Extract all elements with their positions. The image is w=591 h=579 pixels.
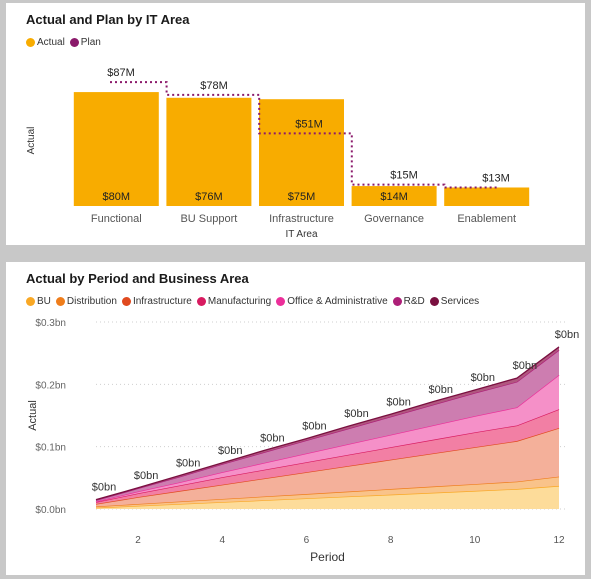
area-y-tick-label: $0.2bn: [35, 380, 66, 391]
bar-x-axis-title: IT Area: [285, 229, 317, 240]
area-total-data-label: $0bn: [218, 445, 242, 457]
plan-data-label: $51M: [295, 118, 323, 130]
plan-data-label: $15M: [390, 170, 418, 182]
area-chart-plot: $0.0bn $0.1bn $0.2bn $0.3bn 2 4 6 8 10 12 Actual Pe…: [27, 318, 579, 564]
legend-label: R&D: [403, 296, 425, 307]
legend-dot: [26, 297, 35, 306]
legend-dot: [196, 297, 206, 306]
area-total-data-label: $0bn: [471, 372, 495, 384]
area-y-axis-title: Actual: [27, 400, 39, 431]
area-total-data-label: $0bn: [260, 432, 284, 444]
legend-item-manufacturing[interactable]: Manufacturing: [196, 296, 272, 307]
plan-step-line: [110, 81, 497, 189]
area-y-tick-label: $0.3bn: [35, 318, 66, 329]
legend-dot: [121, 297, 131, 306]
legend-dot: [55, 297, 65, 306]
area-chart-legend: BU Distribution Infrastructure Manufacturin…: [26, 296, 484, 307]
area-chart-panel: Actual by Period and Business Area BU Dis…: [6, 262, 585, 575]
bar-y-axis-title: Actual: [26, 127, 37, 155]
legend-item-plan[interactable]: Plan: [69, 37, 101, 48]
bar-actual-1: [166, 97, 252, 206]
legend-label-plan: Plan: [80, 37, 101, 48]
bar-x-tick-label: Governance: [364, 213, 424, 225]
legend-dot: [429, 297, 439, 306]
area-total-data-label: $0bn: [513, 360, 537, 372]
area-x-tick-label: 10: [469, 535, 481, 546]
plan-data-label: $13M: [482, 172, 510, 184]
area-chart-title: Actual by Period and Business Area: [26, 271, 249, 286]
area-total-data-label: $0bn: [92, 482, 116, 494]
area-x-tick-label: 12: [553, 535, 565, 546]
legend-label: BU: [37, 296, 51, 307]
bar-actual-2: [259, 99, 344, 206]
legend-dot: [276, 297, 286, 306]
bar-actual-data-label: $80M: [103, 191, 131, 203]
bar-actual-3: [351, 186, 437, 206]
legend-label: Infrastructure: [132, 296, 192, 307]
legend-item-office-administrative[interactable]: Office & Administrative: [276, 296, 388, 307]
bar-actual-data-label: $76M: [195, 191, 223, 203]
area-total-data-label: $0bn: [176, 457, 200, 469]
legend-item-r-d[interactable]: R&D: [392, 296, 425, 307]
area-series-line-services: [95, 346, 560, 501]
bar-chart-plot: Actual Functional $80M BU Support $76M Infras…: [26, 67, 530, 240]
legend-label: Distribution: [66, 296, 117, 307]
legend-item-bu[interactable]: BU: [26, 296, 51, 307]
bar-x-tick-label: Infrastructure: [269, 213, 334, 225]
area-x-tick-label: 2: [135, 535, 141, 546]
bar-x-tick-label: Enablement: [457, 213, 516, 225]
legend-dot-plan: [69, 38, 79, 47]
area-x-tick-label: 6: [304, 535, 310, 546]
legend-label-actual: Actual: [37, 37, 65, 48]
area-y-tick-label: $0.1bn: [35, 443, 66, 454]
bar-x-tick-label: Functional: [91, 213, 142, 225]
legend-dot: [392, 297, 402, 306]
legend-item-infrastructure[interactable]: Infrastructure: [121, 296, 192, 307]
legend-label: Manufacturing: [207, 296, 272, 307]
area-total-data-label: $0bn: [428, 384, 452, 396]
area-series-manufacturing: [96, 409, 559, 505]
bar-chart-legend: Actual Plan: [26, 37, 106, 48]
legend-item-actual[interactable]: Actual: [26, 37, 65, 48]
area-y-tick-label: $0.0bn: [35, 505, 66, 516]
legend-item-services[interactable]: Services: [429, 296, 480, 307]
area-total-data-label: $0bn: [386, 396, 410, 408]
area-total-data-label: $0bn: [344, 408, 368, 420]
area-x-tick-label: 4: [219, 535, 225, 546]
bar-x-tick-label: BU Support: [180, 213, 237, 225]
bar-chart-panel: Actual and Plan by IT Area Actual Plan A…: [6, 3, 585, 245]
bar-actual-data-label: $14M: [380, 191, 408, 203]
plan-data-label: $78M: [200, 80, 228, 92]
bar-actual-data-label: $75M: [288, 191, 316, 203]
bar-chart-title: Actual and Plan by IT Area: [26, 12, 190, 27]
area-total-data-label: $0bn: [302, 421, 326, 433]
area-total-data-label: $0bn: [134, 470, 158, 482]
area-x-tick-label: 8: [388, 535, 394, 546]
legend-dot-actual: [26, 38, 35, 47]
bar-actual-0: [73, 92, 159, 206]
bar-actual-4: [444, 187, 530, 206]
plan-data-label: $87M: [107, 67, 135, 79]
area-x-axis-title: Period: [310, 550, 345, 564]
area-total-data-label: $0bn: [555, 329, 579, 341]
legend-label: Services: [440, 296, 480, 307]
legend-item-distribution[interactable]: Distribution: [55, 296, 117, 307]
legend-label: Office & Administrative: [287, 296, 388, 307]
